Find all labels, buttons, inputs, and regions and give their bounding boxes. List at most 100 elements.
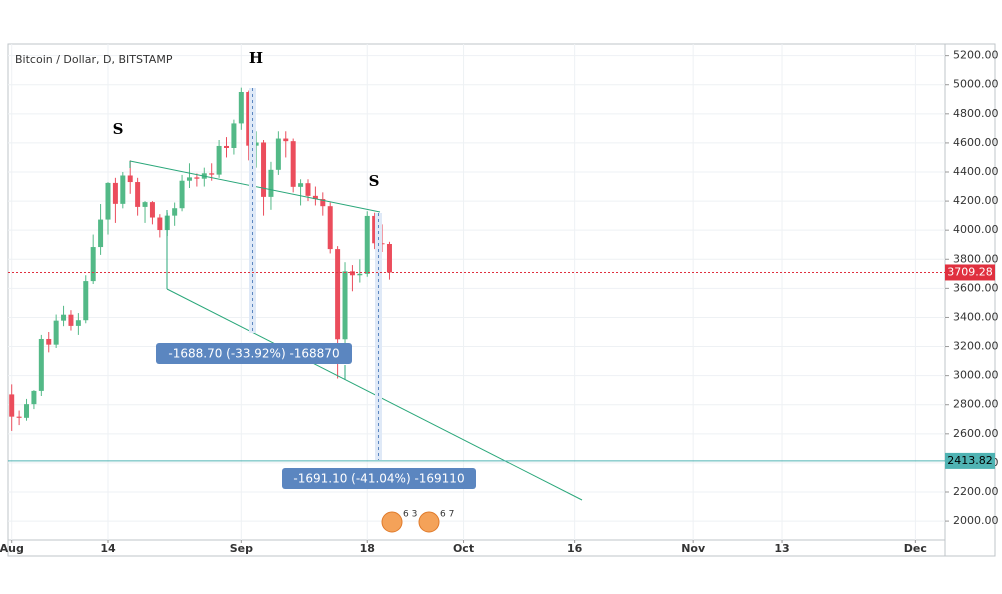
y-tick-label: 3200.00 — [953, 340, 999, 353]
x-tick-label: 14 — [100, 542, 116, 555]
candle-body — [157, 217, 163, 231]
y-tick-label: 2600.00 — [953, 427, 999, 440]
measure-area — [375, 213, 382, 460]
candle-body — [209, 173, 215, 175]
candle-body — [342, 271, 348, 340]
candle-body — [349, 271, 355, 276]
candle-body — [120, 175, 126, 204]
x-tick-label: 13 — [774, 542, 789, 555]
plot-frame — [7, 43, 946, 541]
price-tag-label: 3709.28 — [947, 265, 993, 278]
event-icon[interactable] — [418, 511, 440, 533]
candle-body — [46, 338, 52, 345]
pattern-label: S — [369, 172, 380, 190]
candle-body — [372, 215, 378, 244]
trend-line — [166, 288, 583, 501]
x-tick-label: Sep — [230, 542, 253, 555]
chart-title: Bitcoin / Dollar, D, BITSTAMP — [15, 53, 173, 66]
y-tick-label: 4000.00 — [953, 223, 999, 236]
candle-body — [9, 394, 15, 417]
candles — [9, 87, 392, 431]
candle-body — [283, 138, 289, 142]
x-tick-label: Dec — [904, 542, 927, 555]
price-axis — [944, 43, 996, 557]
candle-body — [305, 183, 311, 196]
candle-body — [312, 195, 318, 200]
candle-body — [61, 314, 67, 321]
candle-body — [179, 180, 185, 209]
candle-body — [53, 320, 59, 345]
candle-body — [186, 177, 192, 181]
x-tick-label: 16 — [567, 542, 583, 555]
y-tick-label: 4800.00 — [953, 107, 999, 120]
y-tick-label: 2200.00 — [953, 485, 999, 498]
measure-label-box — [282, 468, 476, 489]
measure-tools: -1688.70 (-33.92%) -168870 -1691.10 (-41… — [156, 88, 476, 489]
candle-body — [16, 416, 22, 418]
y-tick-label: 4400.00 — [953, 165, 999, 178]
candle-body — [335, 249, 341, 340]
candle-body — [172, 208, 178, 216]
candle-body — [298, 183, 304, 187]
y-tick-label: 3000.00 — [953, 369, 999, 382]
candle-body — [268, 169, 274, 197]
candle-body — [327, 206, 333, 250]
price-tag — [945, 264, 995, 281]
candle-body — [127, 175, 133, 183]
candle-body — [261, 142, 267, 197]
candle-body — [364, 215, 370, 274]
candle-body — [135, 182, 141, 207]
candle-body — [238, 92, 244, 124]
event-icons: 6 3 6 7 — [381, 510, 454, 533]
y-tick-label: 2000.00 — [953, 514, 999, 527]
measure-label: -1688.70 (-33.92%) -168870 — [168, 347, 339, 361]
y-tick-label: 2800.00 — [953, 398, 999, 411]
candle-body — [246, 92, 252, 146]
candle-body — [357, 273, 363, 276]
grid — [8, 44, 945, 540]
candle-body — [224, 145, 230, 148]
x-tick-label: Oct — [453, 542, 474, 555]
price-tag-label: 2413.82 — [947, 454, 993, 467]
y-tick-label: 3800.00 — [953, 252, 999, 265]
candle-body — [216, 145, 222, 175]
candle-body — [75, 320, 81, 326]
candle-body — [83, 281, 89, 321]
y-tick-label: 5200.00 — [953, 49, 999, 62]
time-axis — [7, 539, 946, 557]
event-icon[interactable] — [381, 511, 403, 533]
event-count: 6 7 — [440, 510, 454, 520]
pattern-label: S — [113, 120, 124, 138]
candle-body — [379, 243, 385, 245]
price-tag — [945, 452, 995, 469]
y-tick-label: 3600.00 — [953, 281, 999, 294]
pattern-label: H — [249, 49, 263, 67]
candle-body — [98, 219, 104, 248]
candle-body — [320, 199, 326, 207]
candle-body — [105, 182, 111, 220]
candle-body — [24, 404, 30, 418]
y-tick-label: 5000.00 — [953, 78, 999, 91]
candle-body — [31, 390, 37, 405]
x-tick-label: Aug — [0, 542, 24, 555]
event-count: 6 3 — [403, 510, 417, 520]
candle-body — [68, 314, 74, 326]
x-tick-label: Nov — [681, 542, 706, 555]
candle-body — [290, 141, 296, 187]
candle-body — [194, 177, 200, 179]
y-tick-label: 4200.00 — [953, 194, 999, 207]
candle-body — [275, 138, 281, 170]
candle-body — [386, 244, 392, 273]
y-tick-label: 3400.00 — [953, 310, 999, 323]
measure-label-box — [156, 343, 352, 364]
candle-body — [112, 182, 118, 204]
y-tick-label: 4600.00 — [953, 136, 999, 149]
x-tick-label: 18 — [360, 542, 375, 555]
candle-body — [149, 202, 155, 218]
measure-label: -1691.10 (-41.04%) -169110 — [293, 472, 464, 486]
candle-body — [38, 338, 44, 391]
candle-body — [90, 247, 96, 282]
candle-body — [253, 142, 259, 146]
candle-body — [142, 202, 148, 207]
